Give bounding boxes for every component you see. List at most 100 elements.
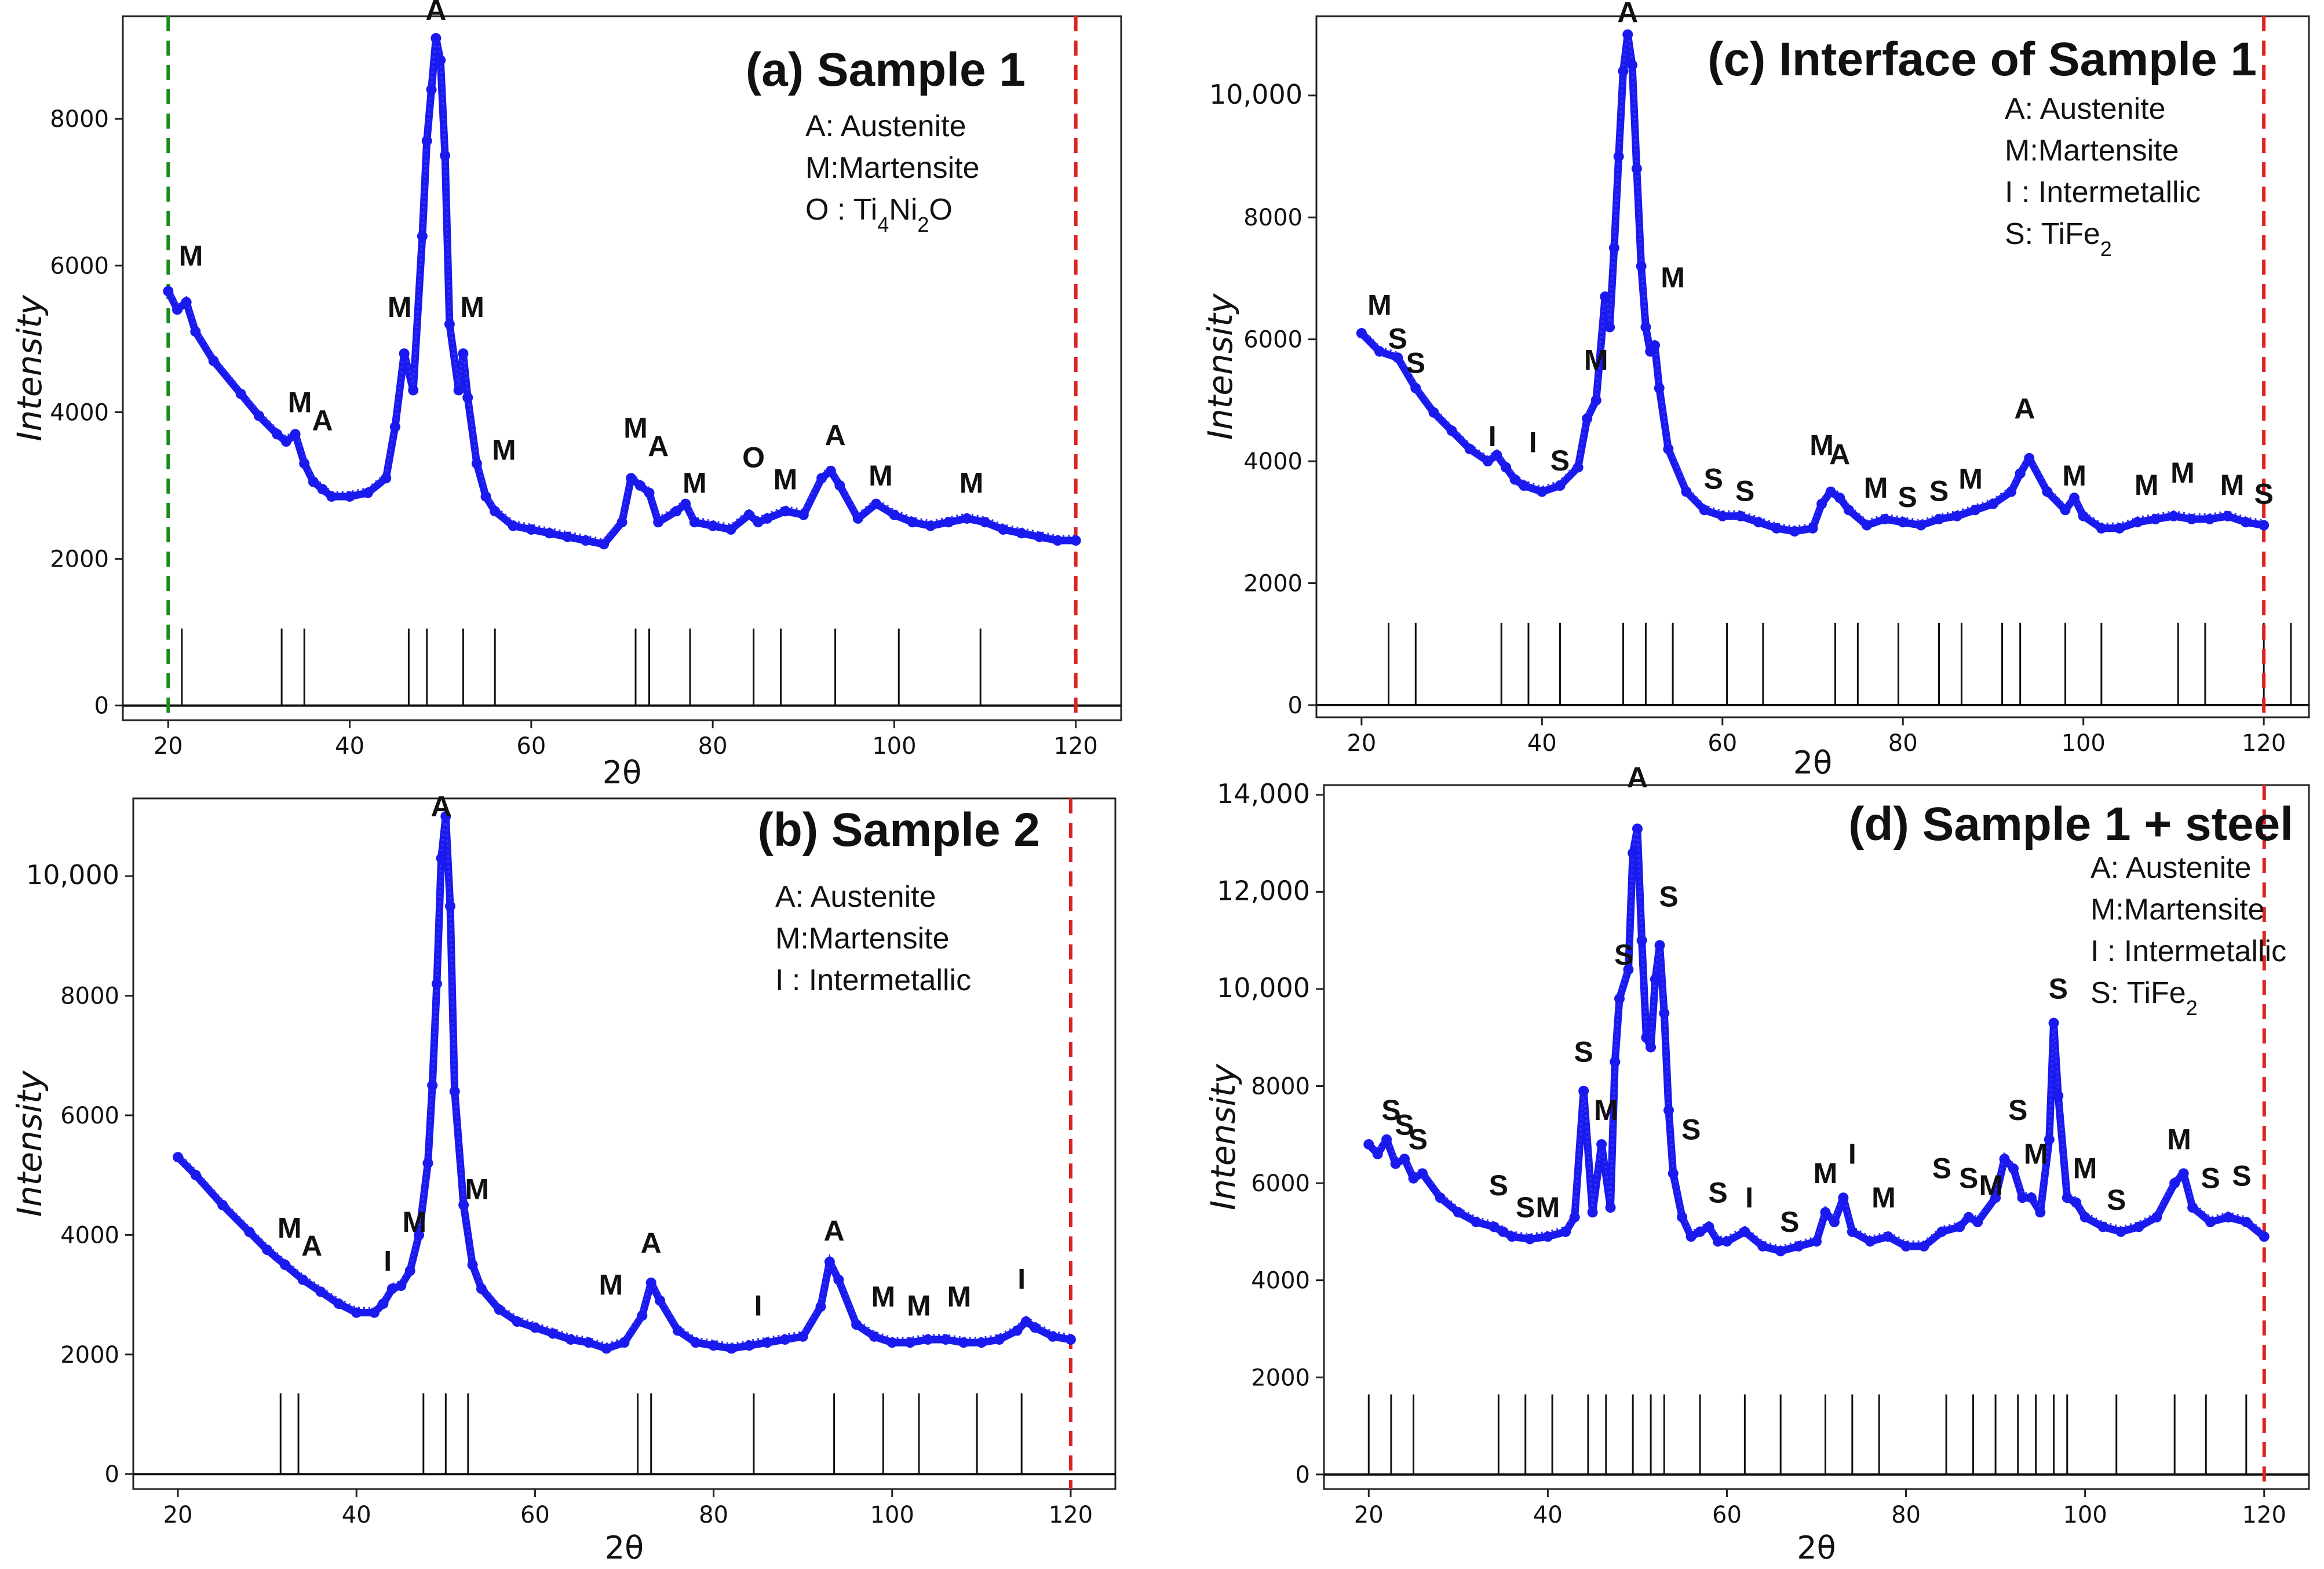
x-tick-label: 80 <box>1891 1502 1921 1528</box>
y-tick-label: 6000 <box>50 253 109 279</box>
peak-label: M <box>1814 1157 1838 1189</box>
peak-label: S <box>1780 1206 1799 1238</box>
peak-label: M <box>2135 469 2159 501</box>
legend-entry: M:Martensite <box>2005 134 2179 167</box>
data-point <box>2169 1178 2180 1189</box>
data-point <box>208 355 219 366</box>
data-point <box>871 498 882 509</box>
plot-frame <box>122 15 1122 721</box>
data-point <box>1987 498 1998 509</box>
data-point <box>1408 1173 1419 1184</box>
data-point <box>530 1322 541 1333</box>
data-point <box>317 484 328 495</box>
data-point <box>426 84 437 95</box>
data-point <box>1590 395 1601 406</box>
x-tick-label: 120 <box>1054 733 1098 760</box>
data-point <box>427 1080 438 1091</box>
data-point <box>994 1334 1005 1345</box>
y-tick-label: 0 <box>105 1461 119 1488</box>
data-point <box>1654 940 1665 951</box>
x-tick-label: 40 <box>335 733 364 760</box>
data-point <box>508 520 519 531</box>
data-point <box>163 286 174 297</box>
panel-a: 20 40 60 80 100 120 0 2000 4000 6000 8000 Intensity… <box>10 0 1122 791</box>
y-tick-label: 8000 <box>1243 205 1303 231</box>
data-point <box>389 421 400 432</box>
data-point <box>2178 1168 2189 1179</box>
x-tick-label: 60 <box>1712 1502 1742 1528</box>
data-point <box>562 531 573 542</box>
data-point <box>1721 1236 1732 1247</box>
data-point <box>708 1340 719 1351</box>
data-point <box>1491 450 1502 461</box>
data-point <box>744 1340 755 1351</box>
data-point <box>369 1307 380 1318</box>
data-point <box>980 517 991 528</box>
data-point <box>1969 505 1980 516</box>
data-point <box>1519 480 1530 491</box>
data-point <box>2071 1197 2082 1208</box>
legend-entry: I : Intermetallic <box>775 964 971 997</box>
data-point <box>1880 514 1891 525</box>
peak-label: A <box>1829 438 1850 470</box>
peak-label: M <box>403 1206 427 1238</box>
x-axis-label: 2θ <box>1793 745 1832 781</box>
x-tick-label: 60 <box>520 1502 550 1528</box>
peak-label: S <box>1932 1152 1951 1185</box>
data-point <box>1631 163 1642 174</box>
data-point <box>925 520 936 531</box>
data-point <box>1882 1231 1894 1242</box>
x-tick-label: 100 <box>2063 1502 2107 1528</box>
data-point <box>362 487 373 498</box>
data-point <box>1569 1212 1580 1223</box>
data-point <box>2060 505 2071 516</box>
data-point <box>886 1337 898 1348</box>
data-point <box>1990 1192 2001 1203</box>
data-point <box>299 458 310 469</box>
peak-label: M <box>1809 429 1834 462</box>
data-point <box>1614 993 1625 1004</box>
peak-label: S <box>1406 347 1425 380</box>
peak-label: M <box>947 1280 972 1313</box>
data-point <box>1775 1246 1786 1257</box>
data-point <box>1825 486 1836 497</box>
data-point <box>1936 1226 1947 1237</box>
data-point <box>190 1170 201 1181</box>
data-point <box>1582 413 1593 424</box>
data-point <box>1488 1221 1500 1232</box>
x-tick-label: 120 <box>1049 1502 1093 1528</box>
peak-label: I <box>1529 426 1537 458</box>
data-point <box>333 1298 344 1309</box>
data-point <box>958 1337 969 1348</box>
data-point <box>1838 1192 1849 1203</box>
data-point <box>2042 486 2053 497</box>
data-point <box>671 506 682 517</box>
data-point <box>1034 531 1045 542</box>
data-point <box>453 385 464 396</box>
data-point <box>351 1307 362 1318</box>
data-point <box>816 473 827 484</box>
data-point <box>922 1334 933 1345</box>
x-tick-label: 80 <box>698 733 728 760</box>
data-point <box>1065 1334 1076 1345</box>
peak-label: I <box>1017 1263 1026 1295</box>
peak-label: M <box>492 434 516 466</box>
data-point <box>1016 528 1027 539</box>
peak-label: M <box>2170 457 2195 489</box>
data-point <box>1847 1226 1858 1237</box>
data-point <box>1381 1134 1392 1145</box>
data-point <box>1356 328 1367 339</box>
peak-label: M <box>179 239 203 272</box>
data-point <box>1636 261 1647 272</box>
data-point <box>2222 510 2233 521</box>
data-point <box>653 517 664 528</box>
data-point <box>672 1325 683 1336</box>
data-point <box>690 1337 701 1348</box>
data-point <box>1501 462 1512 473</box>
data-point <box>1663 1105 1674 1116</box>
y-tick-label: 0 <box>1288 692 1303 719</box>
data-point <box>616 517 627 528</box>
data-point <box>762 513 773 524</box>
data-point <box>1608 242 1619 253</box>
data-point <box>1392 352 1403 363</box>
